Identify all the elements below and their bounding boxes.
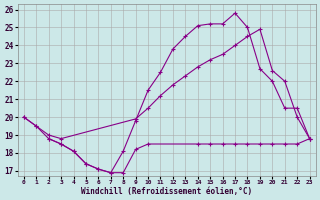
X-axis label: Windchill (Refroidissement éolien,°C): Windchill (Refroidissement éolien,°C) xyxy=(81,187,252,196)
